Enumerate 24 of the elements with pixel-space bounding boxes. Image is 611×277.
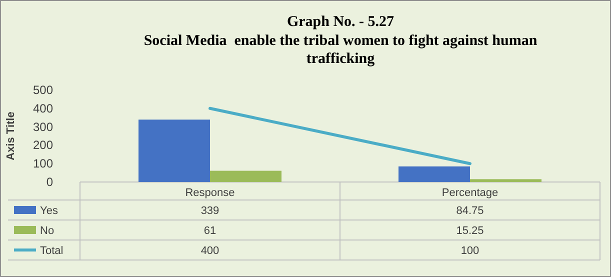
chart-title: Graph No. - 5.27 xyxy=(286,14,395,30)
chart-subtitle: Social Media enable the tribal women to fight against human trafficking xyxy=(144,33,538,67)
data-label: 15.25 xyxy=(456,225,484,237)
data-label: 400 xyxy=(200,245,220,257)
data-label: 61 xyxy=(204,225,216,237)
bar xyxy=(398,166,470,182)
y-tick-label: 100 xyxy=(32,156,54,171)
y-axis-title: Axis Title xyxy=(5,112,17,160)
y-tick-label: 400 xyxy=(32,101,54,116)
bar xyxy=(138,120,210,182)
y-tick-label: 0 xyxy=(46,175,54,189)
bar xyxy=(210,170,282,182)
y-tick-label: 300 xyxy=(32,120,54,134)
x-tick-label: Percentage xyxy=(442,187,498,199)
legend-label: Yes xyxy=(40,205,58,217)
data-label: 339 xyxy=(200,205,220,217)
y-tick-label: 500 xyxy=(32,83,54,97)
y-tick-label: 200 xyxy=(32,138,54,152)
legend-label: No xyxy=(40,225,54,237)
legend-label: Total xyxy=(40,245,64,257)
data-label: 84.75 xyxy=(456,205,484,217)
x-tick-label: Response xyxy=(185,187,235,199)
bar xyxy=(470,179,542,182)
data-label: 100 xyxy=(460,245,480,257)
